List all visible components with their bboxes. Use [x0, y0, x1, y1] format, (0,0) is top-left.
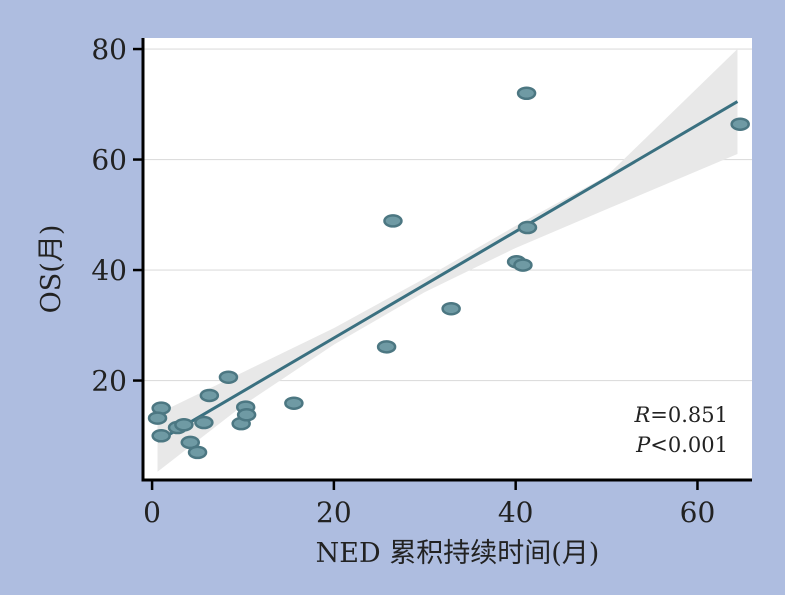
data-point — [187, 445, 208, 460]
y-axis-title: OS(月) — [36, 225, 67, 314]
data-point — [174, 418, 194, 432]
data-point — [147, 411, 168, 425]
x-tick-label: 40 — [498, 496, 534, 529]
y-tick-label: 40 — [91, 254, 127, 287]
x-tick-label: 20 — [316, 496, 352, 529]
data-point — [151, 429, 171, 443]
data-point — [517, 220, 538, 235]
axes — [133, 38, 752, 490]
y-tick-label: 80 — [91, 33, 127, 66]
y-tick-label: 60 — [91, 144, 127, 177]
data-point — [383, 214, 403, 228]
data-points — [147, 86, 750, 460]
tick-labels: 0 20 40 60 20 40 60 80 — [91, 33, 715, 529]
x-tick-label: 0 — [143, 496, 161, 529]
r-value-annotation: R=0.851 — [633, 403, 728, 427]
p-value: <0.001 — [650, 433, 728, 457]
data-point — [513, 258, 533, 272]
data-point — [199, 388, 220, 403]
r-symbol: R — [633, 403, 650, 427]
data-point — [284, 396, 304, 410]
r-value: =0.851 — [650, 403, 728, 427]
data-point — [516, 86, 537, 100]
p-value-annotation: P<0.001 — [635, 433, 728, 457]
data-point — [236, 408, 257, 422]
x-tick-label: 60 — [680, 496, 716, 529]
y-tick-label: 20 — [91, 365, 127, 398]
data-point — [376, 340, 397, 354]
data-point — [218, 370, 239, 384]
data-point — [441, 301, 461, 316]
data-point — [194, 415, 214, 430]
statistics-annotation: R=0.851 P<0.001 — [633, 403, 728, 457]
p-symbol: P — [635, 433, 651, 457]
regression-line — [156, 100, 739, 443]
x-axis-title: NED 累积持续时间(月) — [316, 538, 600, 569]
data-point — [730, 117, 750, 131]
